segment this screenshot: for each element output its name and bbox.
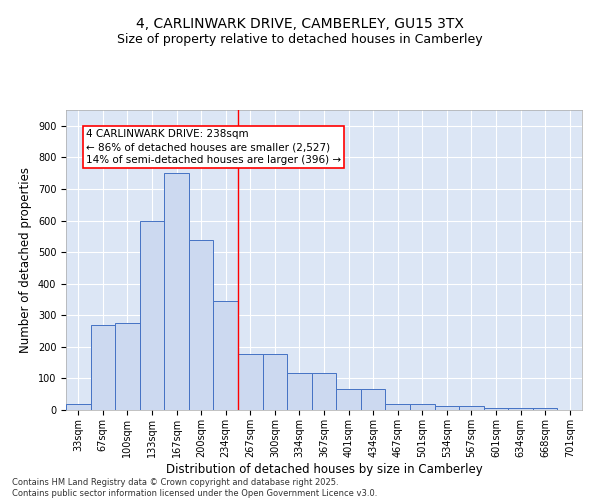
Bar xyxy=(263,354,287,410)
Text: Size of property relative to detached houses in Camberley: Size of property relative to detached ho… xyxy=(117,32,483,46)
Bar xyxy=(91,324,115,410)
Text: Contains HM Land Registry data © Crown copyright and database right 2025.
Contai: Contains HM Land Registry data © Crown c… xyxy=(12,478,377,498)
Text: 4, CARLINWARK DRIVE, CAMBERLEY, GU15 3TX: 4, CARLINWARK DRIVE, CAMBERLEY, GU15 3TX xyxy=(136,18,464,32)
Y-axis label: Number of detached properties: Number of detached properties xyxy=(19,167,32,353)
Text: 4 CARLINWARK DRIVE: 238sqm
← 86% of detached houses are smaller (2,527)
14% of s: 4 CARLINWARK DRIVE: 238sqm ← 86% of deta… xyxy=(86,129,341,166)
Bar xyxy=(361,389,385,410)
Bar xyxy=(238,354,263,410)
Bar xyxy=(385,404,410,410)
Bar xyxy=(312,372,336,410)
Bar xyxy=(140,220,164,410)
Bar xyxy=(459,406,484,410)
Bar xyxy=(189,240,214,410)
Bar xyxy=(66,404,91,410)
Bar xyxy=(214,301,238,410)
Bar xyxy=(115,323,140,410)
Bar xyxy=(508,408,533,410)
Bar xyxy=(484,408,508,410)
Bar xyxy=(434,406,459,410)
X-axis label: Distribution of detached houses by size in Camberley: Distribution of detached houses by size … xyxy=(166,462,482,475)
Bar xyxy=(533,408,557,410)
Bar xyxy=(287,372,312,410)
Bar xyxy=(410,404,434,410)
Bar xyxy=(336,389,361,410)
Bar xyxy=(164,173,189,410)
